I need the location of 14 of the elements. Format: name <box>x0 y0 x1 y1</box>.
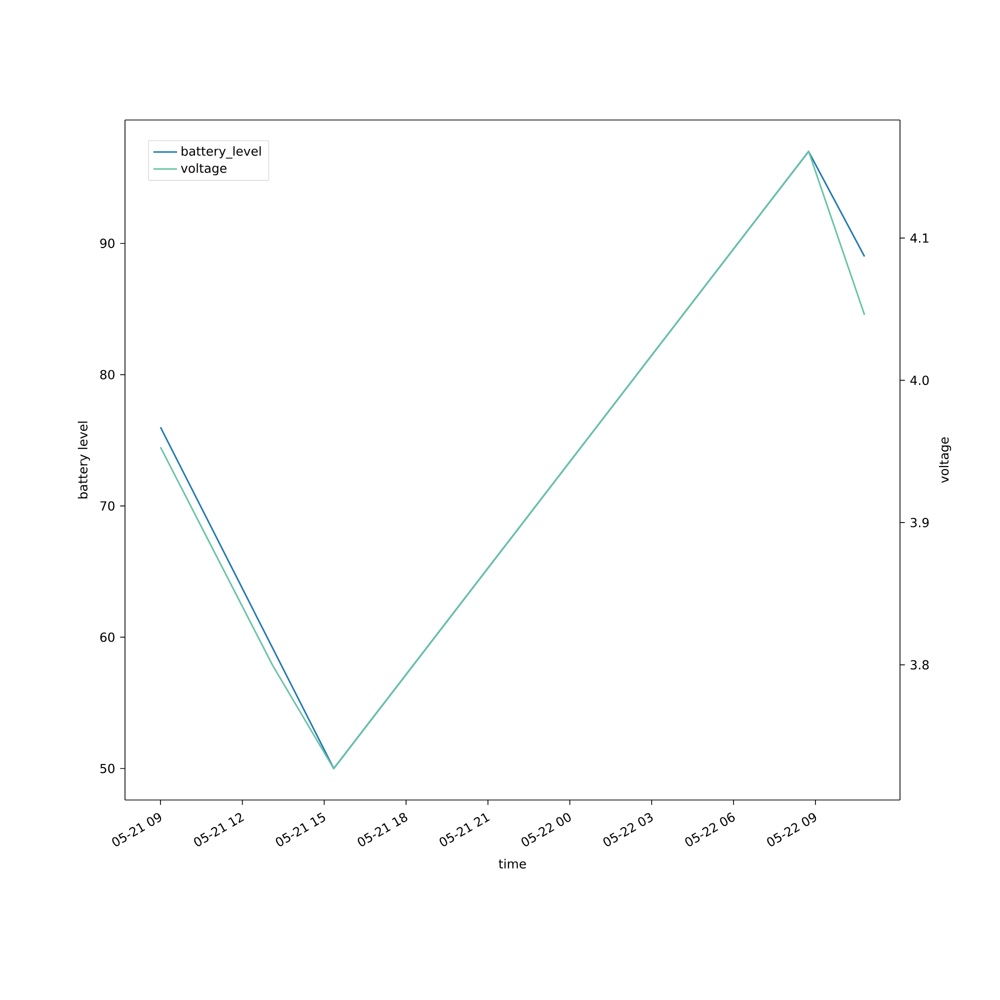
legend-label: battery_level <box>182 146 261 159</box>
y2-axis-title: voltage <box>939 437 952 483</box>
y-tick-label: 60 <box>100 632 114 642</box>
x-axis-title: time <box>498 858 526 868</box>
y-axis-title: battery level <box>78 422 90 498</box>
y2-tick-label: 3.9 <box>910 518 929 528</box>
y2-tick-label: 4.1 <box>910 234 928 243</box>
y-tick-label: 70 <box>100 501 114 511</box>
y-tick-label: 90 <box>100 238 114 248</box>
legend-label: voltage <box>180 163 226 176</box>
y2-tick-label: 4.0 <box>910 376 929 386</box>
y-tick-label: 50 <box>100 764 114 774</box>
y2-tick-label: 3.8 <box>910 660 929 670</box>
y-tick-label: 80 <box>100 370 114 380</box>
